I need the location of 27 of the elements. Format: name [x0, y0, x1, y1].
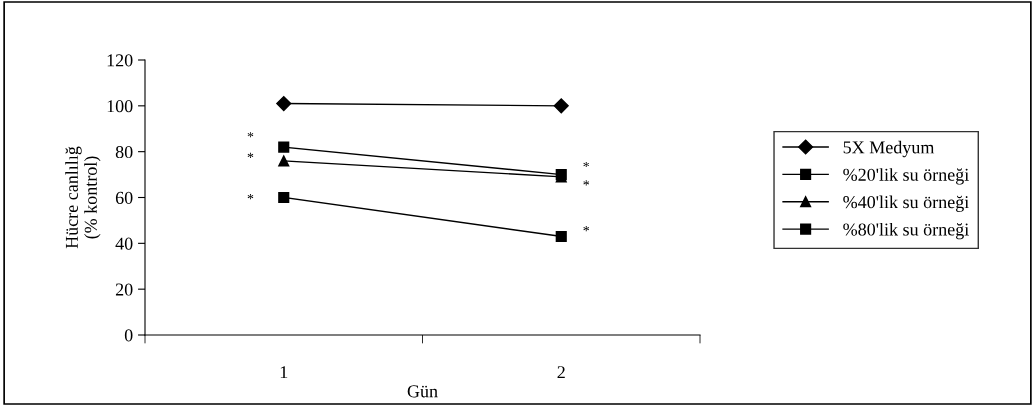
point — [278, 141, 290, 153]
y-tick-label: 100 — [107, 100, 133, 113]
point — [278, 191, 290, 204]
y-axis-title: Hücre canlılığ (% kontrol) — [65, 146, 101, 249]
annotation: * — [247, 194, 254, 200]
point — [555, 230, 567, 243]
annotation: * — [247, 132, 254, 138]
y-tick-label: 80 — [115, 145, 133, 159]
y-tick-label: 40 — [115, 237, 133, 250]
legend-label: %20'lik su örneği — [843, 168, 969, 185]
y-tick-label: 20 — [115, 283, 133, 296]
point — [276, 95, 292, 112]
annotation: * — [583, 226, 590, 232]
y-tick-label: 60 — [115, 191, 133, 204]
annotation: * — [247, 152, 254, 158]
legend-label: 5X Medyum — [843, 140, 935, 158]
y-tick-label: 120 — [107, 54, 133, 67]
x-axis-title: Gün — [407, 385, 438, 398]
legend-label: %80'lik su örneği — [843, 222, 969, 240]
y-tick-label: 0 — [124, 329, 133, 342]
x-tick-label: 1 — [280, 366, 288, 379]
point — [278, 155, 290, 167]
x-tick-label: 2 — [557, 366, 565, 379]
annotation: * — [583, 161, 590, 168]
annotation: * — [583, 180, 590, 186]
legend-label: %40'lik su örneği — [843, 195, 969, 212]
point — [553, 98, 569, 114]
